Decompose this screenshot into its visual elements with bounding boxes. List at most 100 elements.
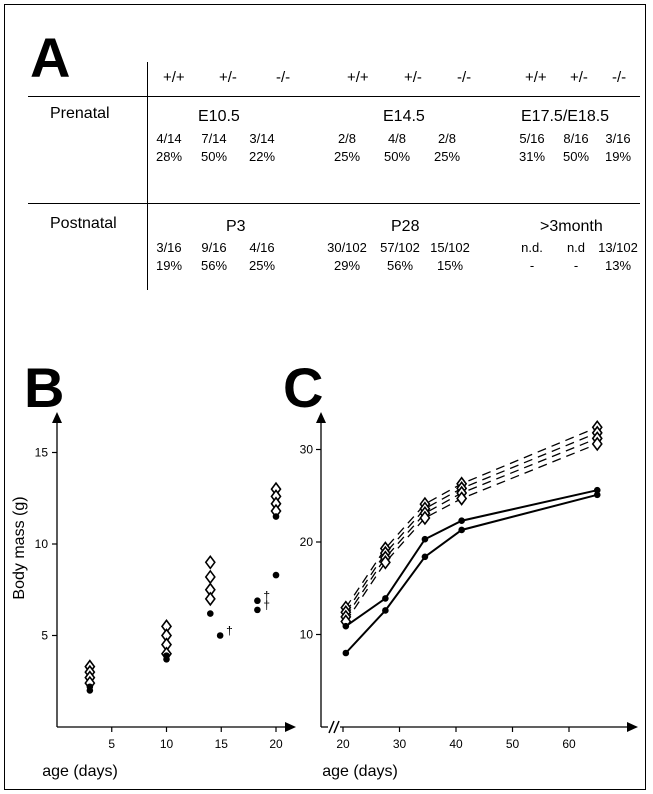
table-cell: 4/16 <box>249 240 275 255</box>
stage-label: E17.5/E18.5 <box>521 108 610 125</box>
data-point-circle <box>342 649 350 657</box>
table-cell: 5/16 <box>519 131 545 146</box>
axis-break-mark <box>328 720 335 734</box>
data-point-circle <box>272 571 280 579</box>
table-cell: 25% <box>248 258 276 273</box>
y-axis-arrow-c <box>316 412 326 423</box>
table-cell: n.d. <box>521 240 543 255</box>
genotype-header: +/+ <box>163 69 185 86</box>
table-column-rule <box>147 62 148 290</box>
table-cell: 15/102 <box>430 240 470 255</box>
figure-frame <box>4 4 646 790</box>
genotype-header: +/- <box>404 69 422 86</box>
table-cell: 56% <box>386 258 414 273</box>
genotype-header: +/- <box>219 69 237 86</box>
data-point-circle <box>458 517 465 525</box>
table-cell: 56% <box>200 258 228 273</box>
data-point-circle <box>382 607 389 614</box>
genotype-header: +/- <box>570 69 588 86</box>
series-line-dashed <box>345 426 598 609</box>
table-cell: 22% <box>248 149 276 164</box>
data-point-diamond <box>456 491 468 506</box>
x-axis-label-b: age (days) <box>42 763 118 780</box>
x-axis-label-c: age (days) <box>322 763 398 780</box>
table-cell: 8/16 <box>563 131 589 146</box>
y-axis-label-b: Body mass (g) <box>11 496 28 599</box>
table-cell: 25% <box>333 149 361 164</box>
data-point-circle <box>216 632 224 639</box>
x-tick-label-b: 5 <box>108 737 115 751</box>
table-cell: 50% <box>383 149 411 164</box>
data-point-circle <box>342 622 350 630</box>
table-cell: - <box>529 258 535 273</box>
x-tick-label-c: 60 <box>562 737 576 751</box>
panel-c-label: C <box>283 356 324 419</box>
table-cell: 13/102 <box>598 240 638 255</box>
table-cell: n.d <box>566 240 586 255</box>
table-cell: 19% <box>155 258 183 273</box>
table-cell: 3/16 <box>605 131 631 146</box>
table-cell: 3/14 <box>249 131 275 146</box>
y-axis-arrow-b <box>52 412 62 423</box>
row-label-prenatal: Prenatal <box>50 105 110 122</box>
table-cell: 31% <box>518 149 546 164</box>
table-cell: 50% <box>562 149 590 164</box>
genotype-header: -/- <box>457 69 472 86</box>
death-marker: † <box>263 589 270 603</box>
table-cell: 4/8 <box>387 131 407 146</box>
table-cell: 3/16 <box>156 240 182 255</box>
data-point-circle <box>254 597 261 605</box>
stage-label: E14.5 <box>383 108 425 125</box>
x-tick-label-b: 10 <box>160 737 174 751</box>
table-cell: 29% <box>333 258 361 273</box>
data-point-circle <box>163 652 170 659</box>
panel-b-label: B <box>24 356 65 419</box>
table-cell: 7/14 <box>201 131 227 146</box>
row-label-postnatal: Postnatal <box>50 215 117 232</box>
y-tick-label-b: 15 <box>35 446 49 460</box>
data-point-circle <box>593 486 601 494</box>
data-point-circle <box>421 553 429 561</box>
series-line-dashed <box>345 432 598 613</box>
axis-break-mark <box>333 720 340 734</box>
table-cell: 30/102 <box>327 240 367 255</box>
table-cell: 15% <box>436 258 464 273</box>
data-point-circle <box>272 513 280 520</box>
data-point-diamond <box>204 569 216 585</box>
genotype-header: +/+ <box>525 69 547 86</box>
series-line-dashed <box>345 443 598 622</box>
table-cell: 50% <box>200 149 228 164</box>
stage-label: P28 <box>391 218 420 235</box>
x-tick-label-c: 20 <box>336 737 350 751</box>
stage-label: P3 <box>226 218 246 235</box>
x-tick-label-b: 15 <box>215 737 229 751</box>
table-cell: 13% <box>604 258 632 273</box>
data-point-circle <box>254 606 261 614</box>
table-cell: - <box>573 258 579 273</box>
data-point-diamond <box>379 555 391 570</box>
genotype-header: -/- <box>612 69 627 86</box>
data-point-circle <box>382 595 389 602</box>
data-point-circle <box>458 526 465 534</box>
y-tick-label-c: 20 <box>300 535 314 549</box>
table-cell: 2/8 <box>337 131 357 146</box>
data-point-diamond <box>419 510 431 526</box>
genotype-header: -/- <box>276 69 291 86</box>
table-cell: 4/14 <box>156 131 182 146</box>
table-cell: 9/16 <box>201 240 227 255</box>
stage-label: >3month <box>540 218 603 235</box>
table-cell: 28% <box>155 149 183 164</box>
series-line-dashed <box>345 437 598 618</box>
x-tick-label-c: 40 <box>449 737 463 751</box>
data-point-circle <box>593 491 601 499</box>
death-marker: † <box>226 624 233 638</box>
x-axis-arrow-c <box>627 722 638 732</box>
y-tick-label-b: 5 <box>41 629 48 643</box>
x-tick-label-c: 50 <box>506 737 520 751</box>
data-point-circle <box>86 683 94 691</box>
table-cell: 19% <box>604 149 632 164</box>
table-cell: 2/8 <box>437 131 457 146</box>
table-cell: 25% <box>433 149 461 164</box>
x-tick-label-b: 20 <box>269 737 283 751</box>
